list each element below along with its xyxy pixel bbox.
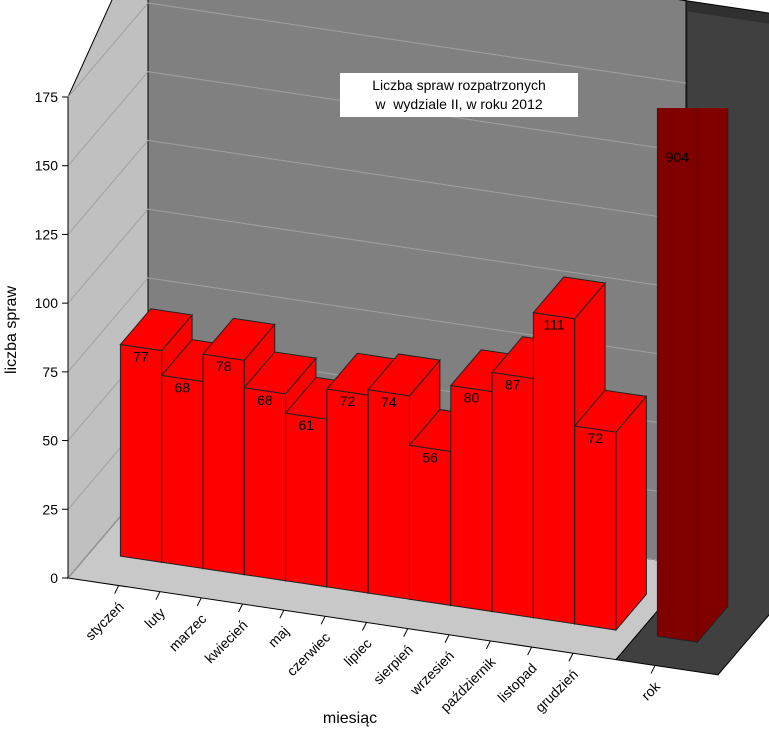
x-axis-label: miesiąc	[323, 710, 377, 727]
x-tick-label: marzec	[166, 611, 210, 655]
bar-top	[573, 389, 648, 433]
y-tick-label: 175	[35, 89, 59, 105]
x-tick-label: kwiecień	[201, 617, 250, 666]
x-tick	[485, 640, 491, 650]
x-tick	[403, 628, 409, 637]
y-tick-label: 50	[42, 433, 58, 449]
grid-line	[67, 2, 687, 98]
bar-front	[202, 353, 245, 576]
x-tick	[238, 603, 243, 613]
grid-line	[67, 71, 687, 167]
bar-front	[367, 389, 410, 600]
title-box	[340, 73, 578, 117]
value-label: 87	[505, 376, 521, 392]
value-label: 80	[464, 390, 480, 406]
value-label: 72	[588, 430, 604, 446]
x-tick	[362, 622, 367, 631]
x-tick-label: rok	[638, 678, 664, 704]
value-label: 904	[666, 149, 690, 165]
value-label: 74	[381, 394, 397, 410]
bar-front	[450, 384, 493, 613]
grid-line	[67, 208, 687, 304]
value-label: 56	[422, 449, 438, 465]
x-tick	[279, 609, 285, 619]
x-tick-label: styczeń	[82, 598, 127, 643]
y-tick-label: 75	[42, 364, 58, 380]
x-tick	[114, 585, 120, 594]
bar-top	[532, 276, 607, 320]
value-label: 78	[216, 358, 232, 374]
bar-side	[615, 395, 647, 632]
x-tick	[320, 616, 326, 625]
value-label: 72	[340, 393, 356, 409]
x-tick	[196, 597, 202, 607]
bar-top	[119, 308, 194, 352]
x-tick	[568, 653, 574, 662]
bar-front	[532, 312, 576, 625]
bar-front	[656, 108, 698, 643]
x-tick-label: sierpień	[370, 641, 416, 687]
bar-top	[367, 353, 441, 397]
bar-side	[696, 108, 729, 644]
grid-line	[67, 277, 687, 373]
chart-title: Liczba spraw rozpatrzonych	[372, 77, 546, 93]
x-tick-label: luty	[141, 605, 168, 632]
bar	[656, 108, 729, 644]
x-tick-label: grudzień	[532, 666, 581, 715]
bar	[573, 389, 648, 632]
y-tick-label: 0	[50, 570, 58, 586]
bar-front	[243, 387, 287, 582]
value-label: 68	[175, 379, 191, 395]
bar-front	[326, 388, 369, 594]
x-tick-label: lipiec	[341, 635, 375, 669]
value-label: 77	[133, 349, 149, 365]
bar-front	[409, 444, 452, 606]
value-label: 111	[543, 317, 564, 333]
bar-front	[161, 374, 204, 570]
bar-front	[491, 371, 534, 619]
bar-front	[285, 412, 328, 588]
value-label: 61	[298, 417, 314, 433]
value-label: 68	[257, 392, 273, 408]
x-tick	[527, 646, 533, 656]
y-tick-label: 150	[35, 158, 59, 174]
bar-front	[574, 425, 617, 631]
bar-top	[202, 317, 276, 361]
x-tick-label: maj	[265, 623, 292, 650]
x-tick	[444, 634, 450, 644]
x-tick	[155, 591, 161, 600]
x-tick	[650, 665, 656, 674]
bar-front	[119, 343, 163, 563]
x-tick-label: czerwiec	[283, 629, 333, 679]
y-axis-label: liczba spraw	[3, 286, 20, 374]
y-tick-label: 125	[35, 226, 59, 242]
chart-title: w wydziale II, w roku 2012	[374, 96, 543, 112]
x-tick-label: listopad	[494, 660, 539, 705]
y-tick-label: 100	[35, 295, 59, 311]
grid-line	[67, 139, 687, 235]
y-tick-label: 25	[42, 501, 58, 517]
bar-top	[243, 351, 317, 395]
